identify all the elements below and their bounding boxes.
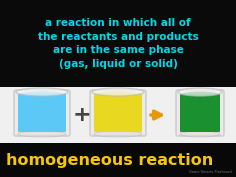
FancyBboxPatch shape bbox=[90, 90, 146, 136]
Ellipse shape bbox=[178, 88, 222, 96]
FancyBboxPatch shape bbox=[176, 90, 224, 136]
Ellipse shape bbox=[16, 88, 68, 96]
Ellipse shape bbox=[94, 131, 142, 137]
Text: Game Smarts Flashcard: Game Smarts Flashcard bbox=[189, 170, 232, 174]
Text: a reaction in which all of
the reactants and products
are in the same phase
(gas: a reaction in which all of the reactants… bbox=[38, 18, 198, 69]
Ellipse shape bbox=[180, 92, 220, 98]
Text: homogeneous reaction: homogeneous reaction bbox=[6, 153, 214, 167]
Ellipse shape bbox=[18, 92, 66, 98]
Ellipse shape bbox=[92, 88, 144, 96]
Ellipse shape bbox=[18, 131, 66, 137]
Bar bbox=[0, 0, 236, 87]
Bar bbox=[0, 87, 236, 143]
FancyBboxPatch shape bbox=[180, 94, 220, 132]
Ellipse shape bbox=[94, 92, 142, 98]
FancyBboxPatch shape bbox=[94, 94, 142, 132]
Text: +: + bbox=[73, 105, 91, 125]
Bar bbox=[0, 143, 236, 177]
FancyBboxPatch shape bbox=[18, 94, 66, 132]
FancyBboxPatch shape bbox=[14, 90, 70, 136]
Ellipse shape bbox=[180, 131, 220, 137]
